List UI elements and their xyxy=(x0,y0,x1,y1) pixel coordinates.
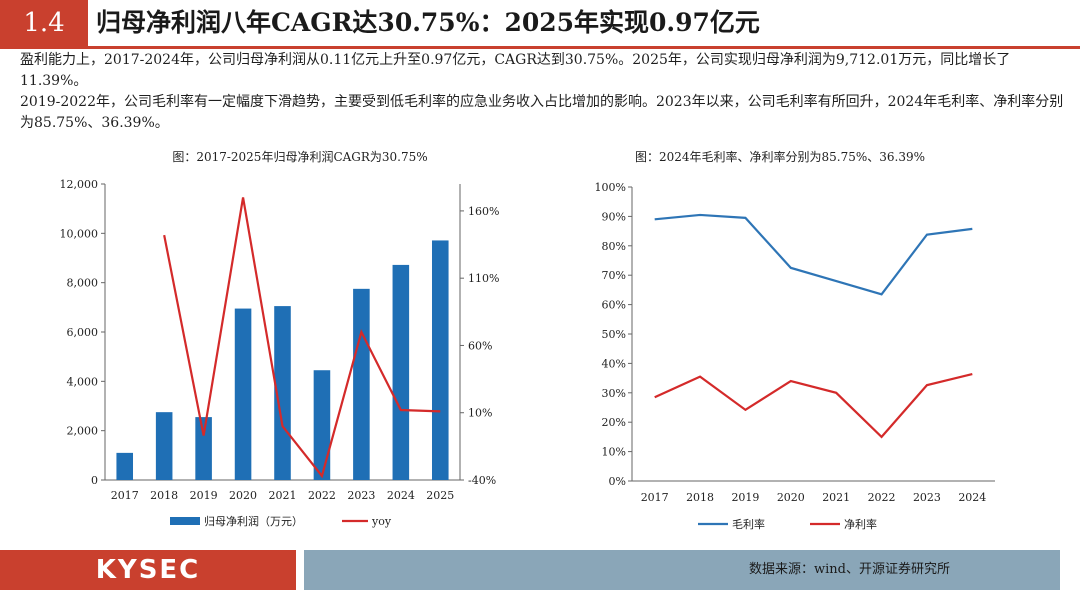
y-tick-label: 10% xyxy=(602,446,626,459)
x-tick-label: 2019 xyxy=(190,489,218,502)
y-tick-label: 100% xyxy=(595,181,626,194)
y-tick-label: 2,000 xyxy=(67,425,99,438)
profit-bar xyxy=(195,417,212,480)
title-rule xyxy=(0,46,1080,49)
legend-swatch-profit xyxy=(170,517,200,525)
profit-bar xyxy=(274,306,291,480)
section-number: 1.4 xyxy=(0,0,88,46)
legend-label-net: 净利率 xyxy=(844,517,877,531)
profit-bar xyxy=(353,288,370,480)
profit-bar xyxy=(392,264,410,480)
caption-right-chart: 图：2024年毛利率、净利率分别为85.75%、36.39% xyxy=(634,150,926,164)
profit-bar xyxy=(234,308,252,480)
x-tick-label: 2021 xyxy=(269,489,297,502)
source-bar: 数据来源：wind、开源证券研究所 xyxy=(304,550,1060,590)
paragraph-profitability: 盈利能力上，2017-2024年，公司归母净利润从0.11亿元上升至0.97亿元… xyxy=(20,52,1011,89)
y-tick-label: 30% xyxy=(602,387,626,400)
x-tick-label: 2018 xyxy=(686,491,714,504)
x-tick-label: 2023 xyxy=(347,489,375,502)
legend-label-yoy: yoy xyxy=(371,515,392,528)
footer: KYSEC 数据来源：wind、开源证券研究所 xyxy=(0,550,1080,590)
y-tick-label: 90% xyxy=(602,210,626,223)
legend-label-profit: 归母净利润（万元） xyxy=(204,514,303,528)
x-tick-label: 2019 xyxy=(731,491,759,504)
caption-left-chart: 图：2017-2025年归母净利润CAGR为30.75% xyxy=(172,150,428,164)
x-tick-label: 2017 xyxy=(111,489,139,502)
yoy-line xyxy=(163,197,441,479)
y2-tick-label: 60% xyxy=(468,339,492,352)
net-profit-chart: 0 2,000 4,000 6,000 8,000 10,000 12,000 -40% 10%… xyxy=(60,178,499,528)
y-tick-label: 50% xyxy=(602,328,626,341)
paragraph-margins: 2019-2022年，公司毛利率有一定幅度下滑趋势，主要受到低毛利率的应急业务收… xyxy=(20,94,1064,131)
logo-box: KYSEC xyxy=(0,550,296,590)
kysec-logo: KYSEC xyxy=(95,555,201,585)
profit-bar xyxy=(155,412,173,480)
net-margin-line xyxy=(654,372,973,439)
y-tick-label: 8,000 xyxy=(67,277,99,290)
y-tick-label: 70% xyxy=(602,269,626,282)
gross-margin-line xyxy=(654,213,973,296)
profit-bar xyxy=(116,452,134,480)
x-tick-label: 2020 xyxy=(229,489,257,502)
data-source: 数据来源：wind、开源证券研究所 xyxy=(749,562,950,577)
profit-bar xyxy=(431,240,449,480)
y2-tick-label: 10% xyxy=(468,407,492,420)
y-tick-label: 60% xyxy=(602,299,626,312)
y-tick-label: 0% xyxy=(609,475,626,488)
x-tick-label: 2017 xyxy=(641,491,669,504)
x-tick-label: 2023 xyxy=(913,491,941,504)
x-tick-label: 2022 xyxy=(868,491,896,504)
y-tick-label: 10,000 xyxy=(60,227,98,240)
x-tick-label: 2022 xyxy=(308,489,336,502)
y-tick-label: 12,000 xyxy=(60,178,98,191)
y2-tick-label: 160% xyxy=(468,205,499,218)
y-tick-label: 0 xyxy=(91,474,98,487)
y-tick-label: 6,000 xyxy=(67,326,99,339)
y2-tick-label: 110% xyxy=(468,272,499,285)
y-tick-label: 40% xyxy=(602,357,626,370)
x-tick-label: 2021 xyxy=(822,491,850,504)
header: 1.4 归母净利润八年CAGR达30.75%：2025年实现0.97亿元 xyxy=(0,0,1080,46)
y-tick-label: 20% xyxy=(602,416,626,429)
x-tick-label: 2020 xyxy=(777,491,805,504)
y-tick-label: 4,000 xyxy=(67,375,99,388)
y-tick-label: 80% xyxy=(602,240,626,253)
profit-bar xyxy=(313,370,331,480)
margin-chart: 0% 10% 20% 30% 40% 50% 60% 70% 80% 90% 100% 2017 201… xyxy=(595,181,995,531)
x-tick-label: 2024 xyxy=(387,489,415,502)
x-tick-label: 2018 xyxy=(150,489,178,502)
y2-tick-label: -40% xyxy=(468,474,496,487)
x-tick-label: 2025 xyxy=(426,489,454,502)
page-title: 归母净利润八年CAGR达30.75%：2025年实现0.97亿元 xyxy=(96,8,760,37)
x-tick-label: 2024 xyxy=(958,491,986,504)
body-text: 盈利能力上，2017-2024年，公司归母净利润从0.11亿元上升至0.97亿元… xyxy=(20,50,1070,134)
legend-label-gross: 毛利率 xyxy=(732,517,765,531)
